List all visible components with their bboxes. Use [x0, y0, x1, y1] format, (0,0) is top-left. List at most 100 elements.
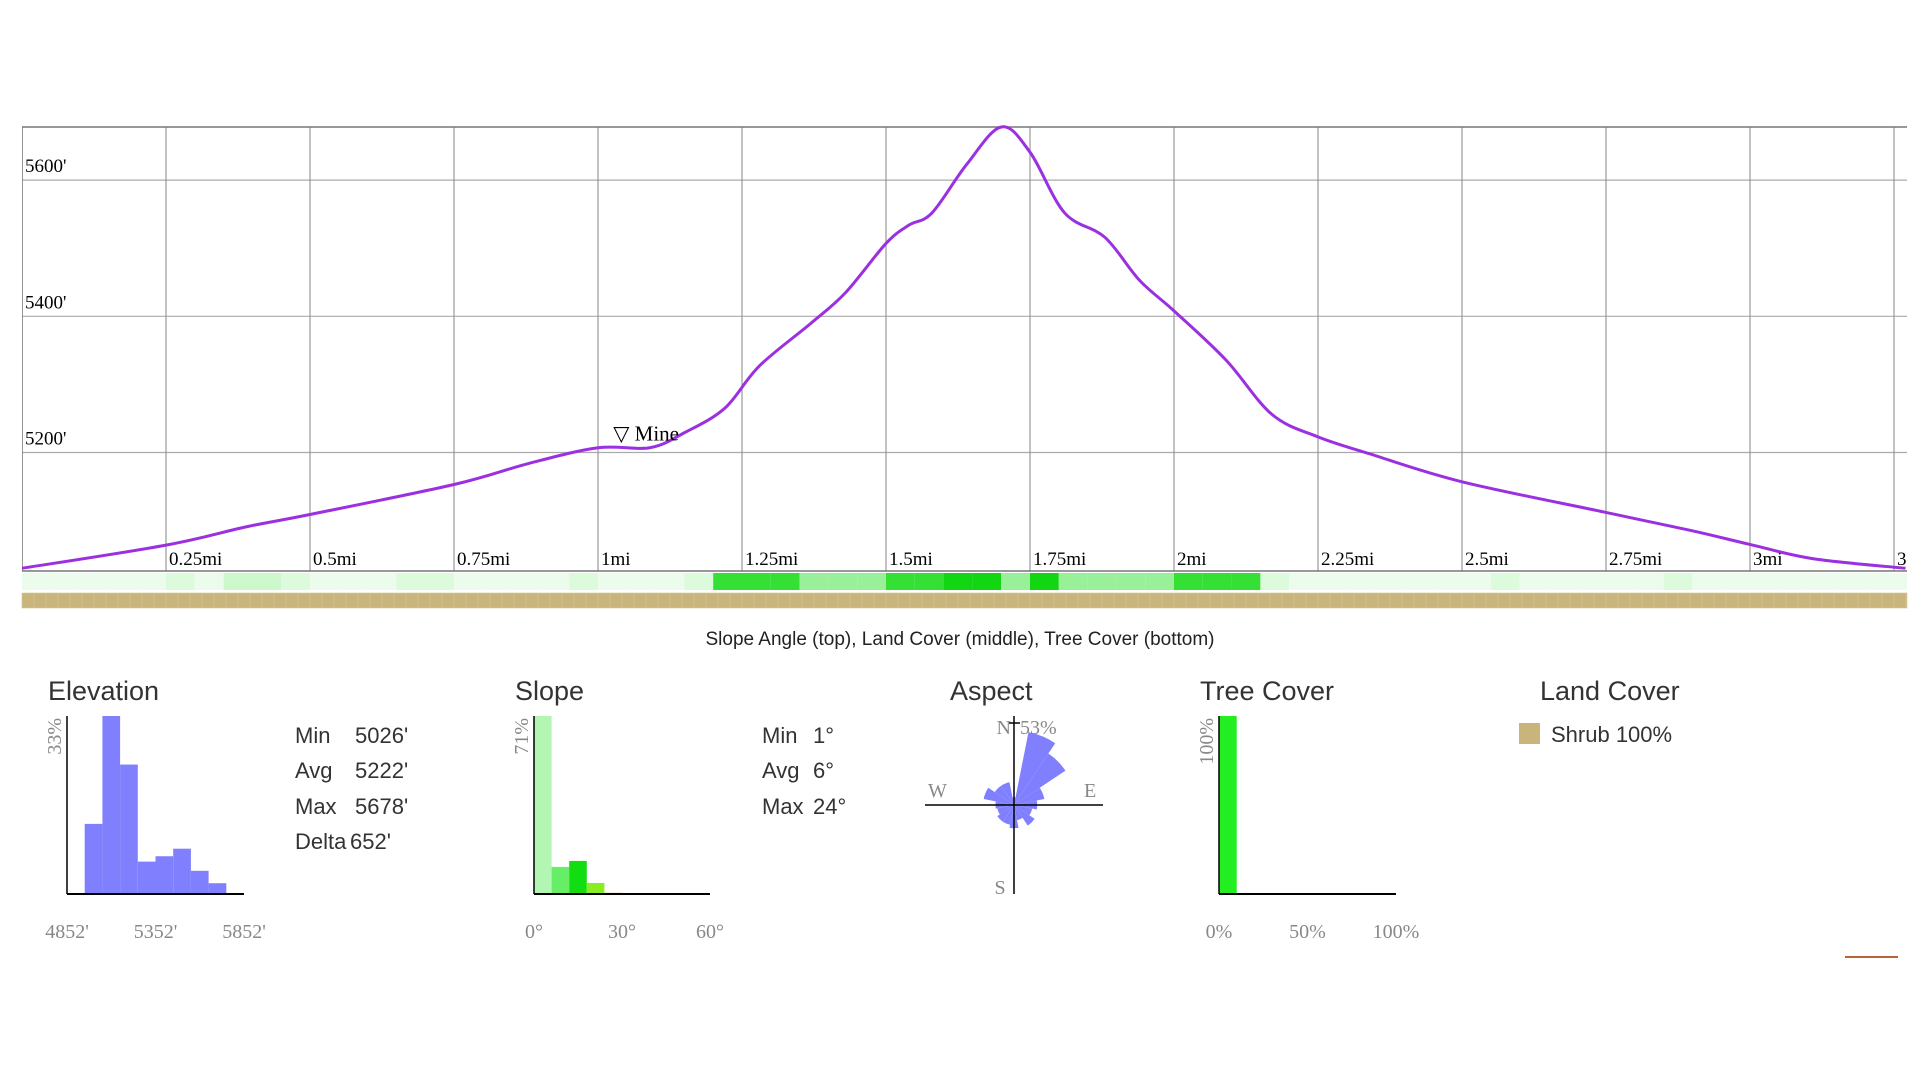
aspect-sector-wnw [983, 787, 1014, 805]
land-cover-strip-cell [393, 592, 407, 609]
land-cover-strip-cell [1557, 592, 1571, 609]
land-cover-strip-cell [1461, 592, 1475, 609]
land-cover-strip-cell [1761, 592, 1775, 609]
land-cover-strip-cell [297, 592, 311, 609]
land-cover-strip-cell [357, 592, 371, 609]
land-cover-strip-cell [741, 592, 755, 609]
slope-strip-cell [1490, 573, 1520, 590]
slope-strip-cell [1030, 573, 1059, 590]
land-cover-strip-cell [1833, 592, 1847, 609]
land-cover-strip-cell [561, 592, 575, 609]
land-cover-strip-cell [813, 592, 827, 609]
land-cover-strip-cell [477, 592, 491, 609]
land-cover-strip-cell [117, 592, 131, 609]
slope-landcover-strips [21, 573, 1908, 609]
slope-strip-cell [1894, 573, 1907, 590]
x-tick-label: 1mi [601, 549, 631, 570]
land-cover-strip-cell [825, 592, 839, 609]
land-cover-strip-cell [237, 592, 251, 609]
land-cover-strip-cell [717, 592, 731, 609]
land-cover-strip-cell [1329, 592, 1343, 609]
slope-strip-cell [1577, 573, 1606, 590]
slope-strip-cell [454, 573, 483, 590]
slope-strip-cell [396, 573, 426, 590]
x-tick-label: 0% [1206, 921, 1233, 943]
land-cover-strip-cell [285, 592, 299, 609]
y-tick-label: 5400' [25, 292, 66, 313]
slope-strip-cell [1116, 573, 1146, 590]
histogram-bar [569, 860, 587, 894]
land-cover-strip-cell [585, 592, 599, 609]
land-cover-strip-cell [1593, 592, 1607, 609]
land-cover-strip-cell [645, 592, 659, 609]
land-cover-strip-cell [1389, 592, 1403, 609]
y-max-label: 71% [511, 718, 533, 755]
aspect-sector-nw [994, 785, 1014, 805]
land-cover-strip-cell [1065, 592, 1079, 609]
land-cover-strip-cell [1101, 592, 1115, 609]
x-tick-label: 2mi [1177, 549, 1207, 570]
land-cover-strip-cell [45, 592, 59, 609]
land-cover-strip-cell [309, 592, 323, 609]
slope-strip-cell [511, 573, 541, 590]
histogram-bar [208, 883, 227, 894]
land-cover-strip-cell [1809, 592, 1823, 609]
slope-strip-cell [482, 573, 512, 590]
land-cover-strip-cell [1221, 592, 1235, 609]
slope-strip-cell [194, 573, 224, 590]
histogram-bar [534, 716, 552, 894]
slope-strip-cell [684, 573, 714, 590]
land-cover-strip-cell [1665, 592, 1679, 609]
land-cover-title: Land Cover [1540, 676, 1680, 706]
slope-strip-cell [1865, 573, 1894, 590]
land-cover-strip-cell [885, 592, 899, 609]
aspect-rose: N 53% W E S [925, 716, 1103, 899]
aspect-sector-ese [1014, 805, 1033, 816]
land-cover-strip-cell [1437, 592, 1451, 609]
x-tick-label: 0° [525, 921, 543, 943]
aspect-sector-ne [1014, 753, 1066, 805]
x-tick-label: 5352' [134, 921, 178, 943]
land-cover-strip-cell [1185, 592, 1199, 609]
y-max-label: 33% [44, 718, 66, 755]
x-tick-label: 0.75mi [457, 549, 510, 570]
land-cover-strip-cell [333, 592, 347, 609]
land-cover-strip-cell [429, 592, 443, 609]
land-cover-strip-cell [1245, 592, 1259, 609]
land-cover-strip-cell [861, 592, 875, 609]
slope-strip-cell [770, 573, 800, 590]
land-cover-strip-cell [141, 592, 155, 609]
elev-min-label: Min [295, 723, 330, 748]
land-cover-strip-cell [621, 592, 635, 609]
x-tick-label: 2.75mi [1609, 549, 1662, 570]
slope-strip-cell [1058, 573, 1088, 590]
land-cover-strip-cell [153, 592, 167, 609]
histogram-bar [155, 856, 174, 894]
land-cover-strip-cell [1209, 592, 1223, 609]
land-cover-strip-cell [921, 592, 935, 609]
histogram-bar [102, 716, 121, 894]
land-cover-strip-cell [1041, 592, 1055, 609]
land-cover-strip-cell [321, 592, 335, 609]
land-cover-strip-cell [405, 592, 419, 609]
land-cover-strip-cell [765, 592, 779, 609]
land-cover-strip-cell [969, 592, 983, 609]
land-cover-strip-cell [633, 592, 647, 609]
slope-max-label: Max [762, 794, 804, 819]
land-cover-strip-cell [1881, 592, 1895, 609]
land-cover-strip-cell [945, 592, 959, 609]
land-cover-strip-cell [1317, 592, 1331, 609]
aspect-sector-sw [997, 805, 1014, 822]
slope-strip-cell [1663, 573, 1693, 590]
slope-strip-cell [828, 573, 858, 590]
land-cover-strip-cell [1377, 592, 1391, 609]
land-cover-strip-cell [105, 592, 119, 609]
slope-strip-cell [310, 573, 339, 590]
aspect-sector-sse [1014, 805, 1023, 821]
histogram-bar [84, 823, 103, 894]
x-tick-label: 5852' [222, 921, 266, 943]
land-cover-strip-cell [753, 592, 767, 609]
land-cover-strip-cell [1725, 592, 1739, 609]
slope-strip-cell [281, 573, 310, 590]
land-cover-strip-cell [465, 592, 479, 609]
